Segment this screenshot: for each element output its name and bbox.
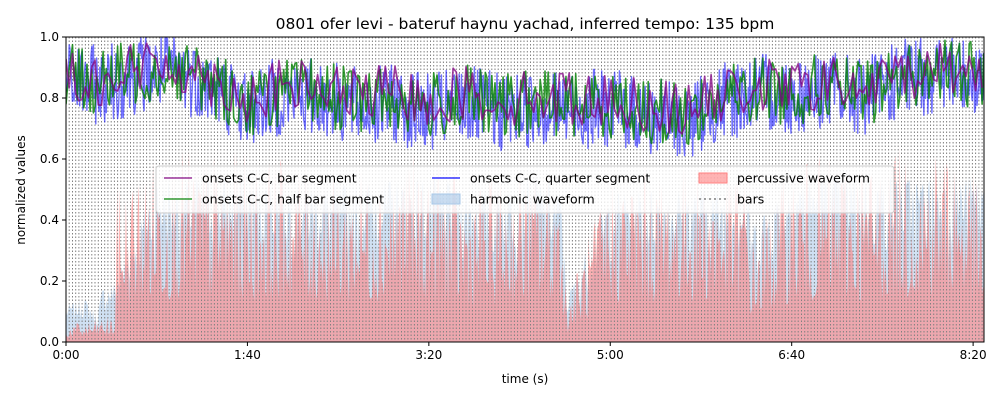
legend-label: bars <box>737 192 764 207</box>
x-tick-label: 8:20 <box>960 348 987 362</box>
legend-label: onsets C-C, quarter segment <box>470 171 650 186</box>
y-tick-label: 0.4 <box>40 213 59 227</box>
x-tick-label: 6:40 <box>778 348 805 362</box>
legend-label: percussive waveform <box>737 171 870 186</box>
x-tick-label: 0:00 <box>53 348 80 362</box>
plot-layers <box>66 37 984 342</box>
legend: onsets C-C, bar segment onsets C-C, half … <box>155 165 895 214</box>
y-tick-label: 1.0 <box>40 30 59 44</box>
legend-label: harmonic waveform <box>470 192 595 207</box>
x-tick-label: 1:40 <box>234 348 261 362</box>
x-axis-label: time (s) <box>502 372 549 386</box>
chart-title: 0801 ofer levi - bateruf haynu yachad, i… <box>276 15 775 33</box>
x-tick-label: 3:20 <box>415 348 442 362</box>
legend-label: onsets C-C, half bar segment <box>202 192 384 207</box>
onsets-quarter-segment-line <box>66 37 984 157</box>
y-tick-label: 0.0 <box>40 335 59 349</box>
y-tick-label: 0.8 <box>40 91 59 105</box>
legend-swatch <box>698 172 728 184</box>
legend-label: onsets C-C, bar segment <box>202 171 357 186</box>
y-axis-label: normalized values <box>14 135 28 245</box>
y-tick-label: 0.2 <box>40 274 59 288</box>
onsets-bar-segment-line <box>66 42 983 135</box>
legend-swatch <box>431 193 461 205</box>
y-tick-label: 0.6 <box>40 152 59 166</box>
plot-frame <box>65 36 985 343</box>
axis-ticks: 0:00 1:40 3:20 5:00 6:40 8:20 0.0 0.2 0.4 0.6 0.8 1… <box>40 30 987 362</box>
x-tick-label: 5:00 <box>597 348 624 362</box>
